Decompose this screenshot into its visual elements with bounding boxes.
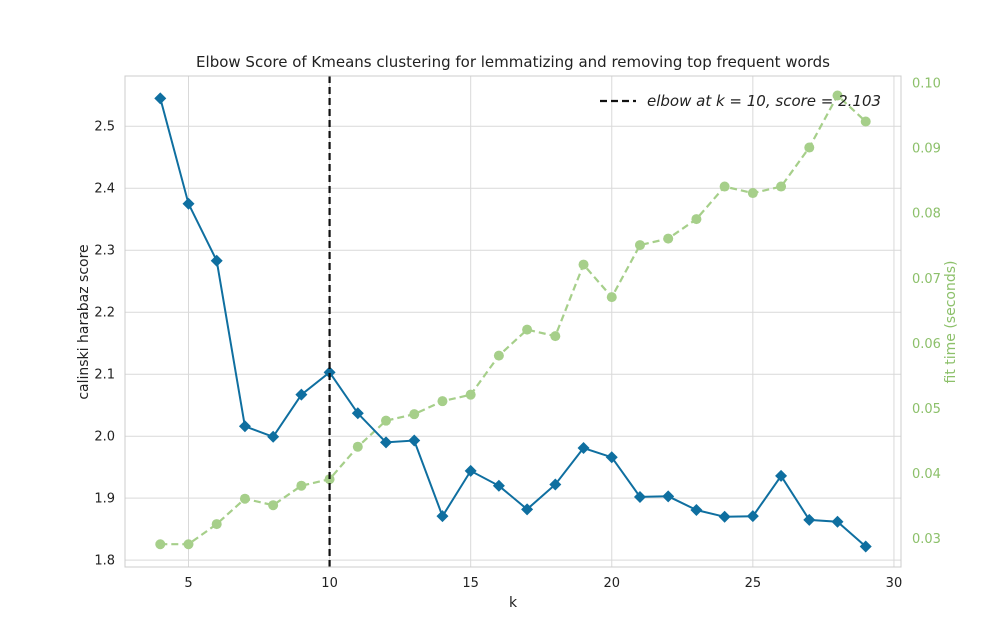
- fit-time-point: [832, 90, 843, 101]
- score-point: [633, 490, 646, 503]
- fit-time-point: [550, 331, 561, 342]
- score-point: [238, 420, 251, 433]
- fit-time-point: [409, 409, 420, 420]
- x-tick-label: 30: [886, 576, 903, 591]
- score-point: [408, 434, 421, 447]
- fit-time-point: [578, 259, 589, 270]
- grid-lines: [125, 76, 901, 567]
- fit-time-point: [663, 233, 674, 244]
- fit-time-point: [239, 493, 250, 504]
- y2-axis-label: fit time (seconds): [943, 261, 959, 384]
- y2-tick-label: 0.06: [912, 337, 941, 352]
- legend: elbow at k = 10, score = 2.103: [600, 92, 881, 110]
- score-point: [859, 540, 872, 553]
- x-tick-label: 15: [462, 576, 479, 591]
- fit-time-line: [160, 93, 867, 546]
- fit-time-point: [522, 324, 533, 335]
- fit-time-point: [437, 396, 448, 407]
- y-tick-label: 1.8: [94, 554, 115, 569]
- fit-time-point: [493, 350, 504, 361]
- fit-time-point: [352, 441, 363, 452]
- y-tick-label: 2.3: [94, 244, 115, 259]
- y-tick-label: 2.2: [94, 306, 115, 321]
- score-point: [267, 430, 280, 443]
- y2-tick-label: 0.10: [912, 77, 941, 92]
- score-point: [295, 388, 308, 401]
- score-point: [323, 366, 336, 379]
- score-point: [803, 513, 816, 526]
- score-point: [577, 441, 590, 454]
- series-layer: [154, 90, 872, 553]
- score-point: [718, 510, 731, 523]
- fit-time-point: [268, 500, 279, 511]
- x-axis-label: k: [509, 595, 518, 611]
- score-point: [210, 254, 223, 267]
- y-axis-label: calinski harabaz score: [76, 244, 92, 399]
- y-tick-label: 2.0: [94, 430, 115, 445]
- x-tick-label: 25: [745, 576, 762, 591]
- fit-time-point: [776, 181, 787, 192]
- fit-time-point: [747, 188, 758, 199]
- score-point: [746, 510, 759, 523]
- score-point: [436, 510, 449, 523]
- score-point: [492, 479, 505, 492]
- y2-tick-label: 0.07: [912, 272, 941, 287]
- fit-time-point: [155, 539, 166, 550]
- plot-frame: [124, 75, 902, 568]
- fit-time-point: [860, 116, 871, 127]
- score-point: [605, 451, 618, 464]
- y-tick-label: 2.4: [94, 182, 115, 197]
- y-tick-label: 1.9: [94, 492, 115, 507]
- score-point: [690, 503, 703, 516]
- fit-time-point: [381, 415, 392, 426]
- y2-tick-label: 0.03: [912, 532, 941, 547]
- plot-background: [125, 76, 901, 567]
- x-tick-label: 10: [321, 576, 338, 591]
- y-tick-label: 2.1: [94, 368, 115, 383]
- y2-tick-label: 0.09: [912, 142, 941, 157]
- fit-time-point: [804, 142, 815, 153]
- fit-time-point: [606, 292, 617, 303]
- score-point: [549, 478, 562, 491]
- score-point: [831, 515, 844, 528]
- score-point: [662, 490, 675, 503]
- fit-time-point: [465, 389, 476, 400]
- fit-time-point: [183, 539, 194, 550]
- y2-tick-label: 0.08: [912, 207, 941, 222]
- y2-tick-label: 0.05: [912, 402, 941, 417]
- x-tick-label: 20: [603, 576, 620, 591]
- score-point: [464, 464, 477, 477]
- score-point: [380, 436, 393, 449]
- y2-tick-label: 0.04: [912, 467, 941, 482]
- fit-time-point: [296, 480, 307, 491]
- fit-time-point: [324, 474, 335, 485]
- legend-elbow-label: elbow at k = 10, score = 2.103: [647, 92, 881, 110]
- x-tick-label: 5: [184, 576, 192, 591]
- fit-time-point: [634, 240, 645, 251]
- score-point: [775, 469, 788, 482]
- score-point: [521, 503, 534, 516]
- fit-time-point: [719, 181, 730, 192]
- y-tick-label: 2.5: [94, 120, 115, 135]
- chart-title: Elbow Score of Kmeans clustering for lem…: [196, 53, 830, 71]
- score-point: [182, 197, 195, 210]
- score-point: [154, 92, 167, 105]
- fit-time-point: [211, 519, 222, 530]
- score-point: [351, 407, 364, 420]
- tick-labels: 5 10 15 20 25 30 1.8 1.9 2.0 2.1 2.2 2.3 2.4 2.5 0.03 0…: [94, 77, 941, 591]
- fit-time-point: [691, 214, 702, 225]
